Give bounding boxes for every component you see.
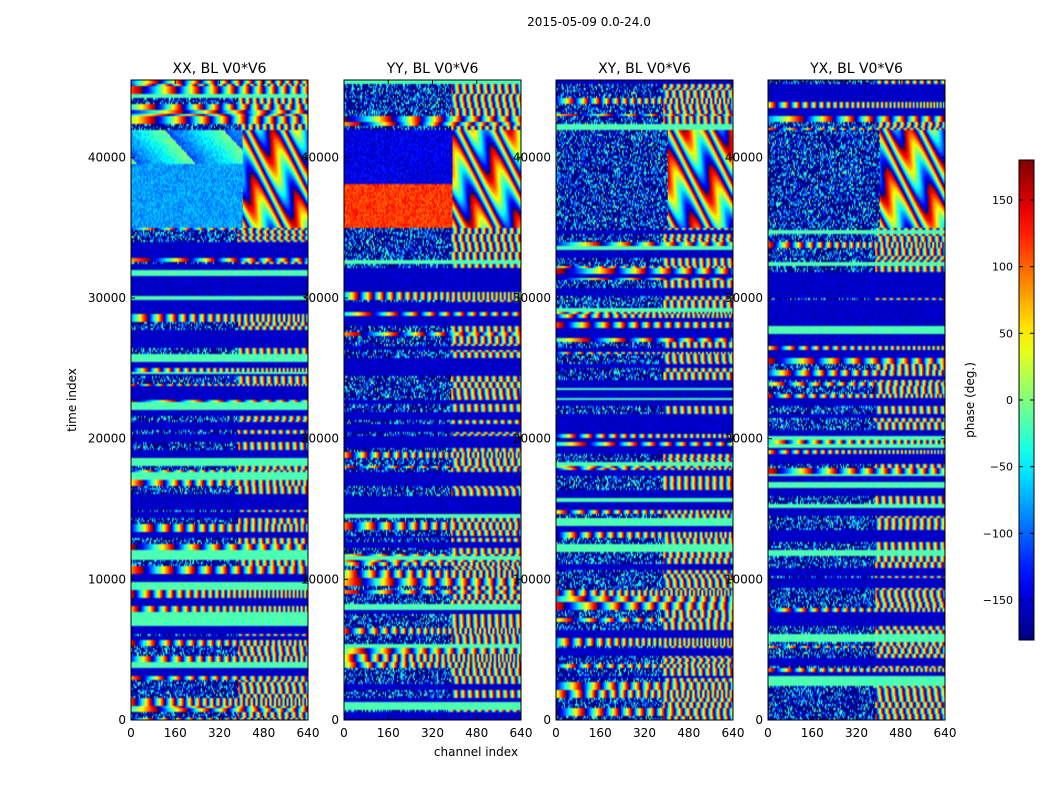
- x-tick-label: 160: [377, 726, 400, 740]
- colorbar: −150 −100 −50 0 50 100 150 phase (deg.): [963, 159, 1035, 641]
- y-tick-label: 20000: [88, 432, 126, 446]
- y-axis-label: time index: [65, 368, 79, 432]
- y-tick-label: 10000: [88, 572, 126, 586]
- panel-title: XX, BL V0*V6: [173, 61, 267, 77]
- panels-group: XX, BL V0*V6 0 160 320 480 640 0 10000 20000 3000…: [88, 61, 957, 740]
- x-tick-label: 0: [340, 726, 348, 740]
- x-axis-label: channel index: [434, 745, 518, 759]
- y-tick-label: 0: [331, 713, 339, 727]
- y-tick-label: 40000: [725, 150, 763, 164]
- x-tick-label: 480: [465, 726, 488, 740]
- y-tick-label: 40000: [301, 150, 339, 164]
- panel-xx: XX, BL V0*V6 0 160 320 480 640 0 10000 20000 3000…: [88, 61, 320, 740]
- figure-suptitle: 2015-05-09 0.0-24.0: [527, 15, 651, 29]
- colorbar-tick-label: −50: [990, 461, 1013, 474]
- y-tick-label: 10000: [725, 572, 763, 586]
- y-tick-label: 10000: [513, 572, 551, 586]
- y-tick-label: 0: [543, 713, 551, 727]
- x-tick-label: 320: [208, 726, 231, 740]
- x-tick-label: 160: [801, 726, 824, 740]
- y-tick-label: 0: [755, 713, 763, 727]
- x-tick-label: 640: [297, 726, 320, 740]
- x-tick-label: 320: [421, 726, 444, 740]
- phase-image-xy: [556, 80, 733, 720]
- y-tick-label: 30000: [301, 291, 339, 305]
- panel-yy: YY, BL V0*V6 0 160 320 480 640 0 10000 20000 3000…: [301, 61, 533, 740]
- panel-title: XY, BL V0*V6: [598, 61, 691, 77]
- y-tick-label: 30000: [88, 291, 126, 305]
- y-tick-label: 20000: [301, 432, 339, 446]
- x-tick-label: 160: [164, 726, 187, 740]
- x-tick-label: 0: [764, 726, 772, 740]
- x-tick-label: 160: [589, 726, 612, 740]
- panel-title: YY, BL V0*V6: [386, 61, 479, 77]
- x-tick-label: 480: [252, 726, 275, 740]
- y-tick-label: 0: [118, 713, 126, 727]
- y-tick-label: 40000: [513, 150, 551, 164]
- x-tick-label: 640: [722, 726, 745, 740]
- phase-image-yy: [344, 80, 521, 720]
- panel-xy: XY, BL V0*V6 0 160 320 480 640 0 10000 20000 3000…: [513, 61, 745, 740]
- y-tick-label: 20000: [725, 432, 763, 446]
- x-tick-label: 0: [127, 726, 135, 740]
- panel-yx: YX, BL V0*V6 0 160 320 480 640 0 10000 20000 3000…: [725, 61, 957, 740]
- x-tick-label: 320: [845, 726, 868, 740]
- x-tick-label: 480: [889, 726, 912, 740]
- y-tick-label: 30000: [725, 291, 763, 305]
- colorbar-tick-label: −150: [983, 594, 1013, 607]
- colorbar-label: phase (deg.): [963, 362, 977, 438]
- panel-title: YX, BL V0*V6: [809, 61, 903, 77]
- colorbar-tick-label: 50: [999, 327, 1013, 340]
- y-tick-label: 10000: [301, 572, 339, 586]
- y-tick-label: 30000: [513, 291, 551, 305]
- x-tick-label: 0: [552, 726, 560, 740]
- colorbar-tick-label: 0: [1006, 394, 1013, 407]
- phase-image-xx: [131, 80, 308, 720]
- colorbar-tick-label: −100: [983, 527, 1013, 540]
- x-tick-label: 480: [677, 726, 700, 740]
- y-tick-label: 40000: [88, 150, 126, 164]
- colorbar-tick-label: 150: [992, 194, 1013, 207]
- x-tick-label: 640: [510, 726, 533, 740]
- y-tick-label: 20000: [513, 432, 551, 446]
- x-tick-label: 640: [934, 726, 957, 740]
- colorbar-tick-label: 100: [992, 261, 1013, 274]
- phase-image-yx: [768, 80, 945, 720]
- x-tick-label: 320: [633, 726, 656, 740]
